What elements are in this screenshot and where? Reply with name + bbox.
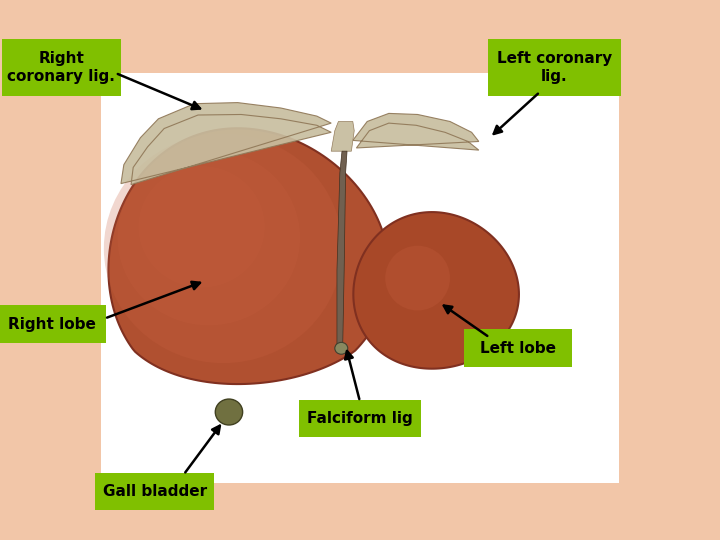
Text: Gall bladder: Gall bladder [103, 484, 207, 499]
Text: Right
coronary lig.: Right coronary lig. [7, 51, 115, 84]
FancyBboxPatch shape [488, 39, 621, 96]
Polygon shape [109, 129, 390, 384]
Polygon shape [354, 212, 519, 369]
Text: Left coronary
lig.: Left coronary lig. [497, 51, 612, 84]
FancyBboxPatch shape [95, 472, 215, 510]
Text: Left lobe: Left lobe [480, 341, 557, 356]
FancyBboxPatch shape [299, 400, 421, 437]
Ellipse shape [335, 342, 348, 354]
Ellipse shape [385, 246, 450, 310]
Polygon shape [331, 122, 354, 151]
Polygon shape [337, 151, 347, 346]
Text: Falciform lig: Falciform lig [307, 411, 413, 426]
Polygon shape [121, 103, 331, 185]
Ellipse shape [104, 133, 343, 363]
FancyBboxPatch shape [0, 305, 106, 343]
Ellipse shape [138, 166, 265, 287]
FancyBboxPatch shape [101, 73, 619, 483]
Ellipse shape [215, 399, 243, 425]
FancyBboxPatch shape [464, 329, 572, 367]
FancyBboxPatch shape [2, 39, 121, 96]
Ellipse shape [117, 150, 300, 325]
Text: Right lobe: Right lobe [8, 316, 96, 332]
Polygon shape [353, 113, 479, 150]
